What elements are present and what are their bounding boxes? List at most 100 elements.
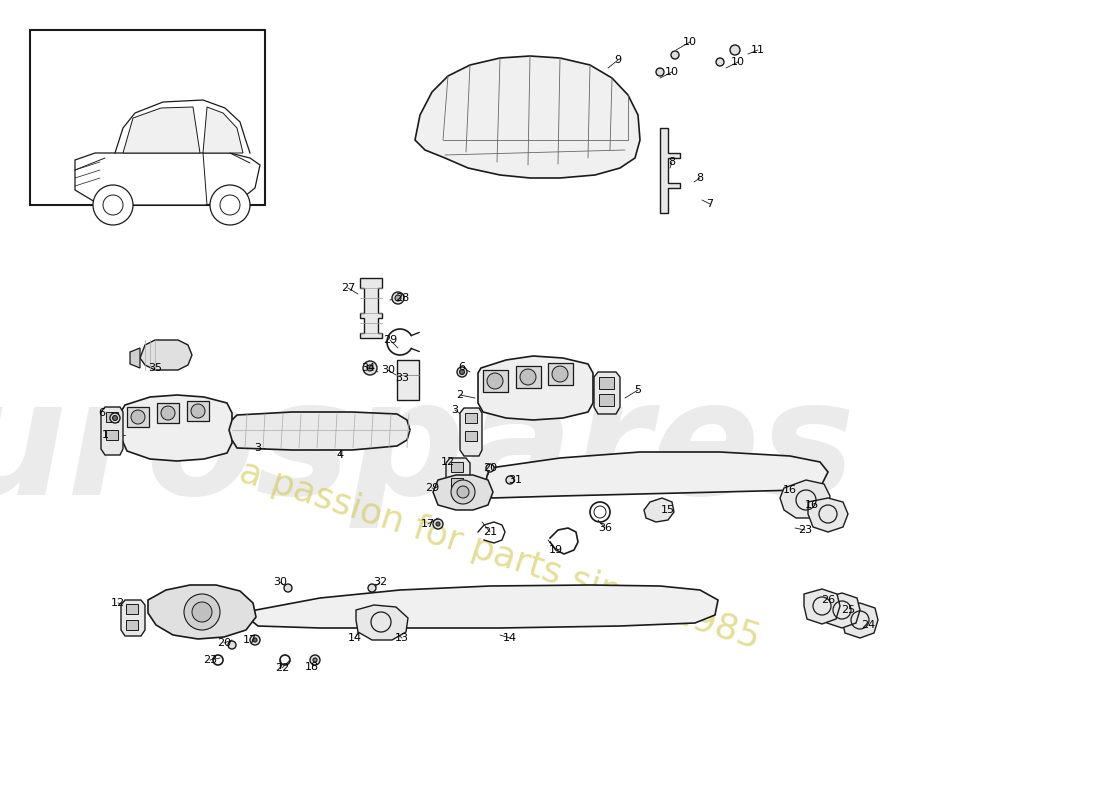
Polygon shape <box>804 589 840 624</box>
Circle shape <box>191 404 205 418</box>
Text: 10: 10 <box>666 67 679 77</box>
Polygon shape <box>360 278 382 338</box>
Polygon shape <box>485 452 828 498</box>
Bar <box>465 431 477 441</box>
Text: 2: 2 <box>456 390 463 400</box>
Text: 8: 8 <box>696 173 704 183</box>
Text: 29: 29 <box>383 335 397 345</box>
Circle shape <box>368 584 376 592</box>
Bar <box>126 407 148 427</box>
Polygon shape <box>433 475 493 510</box>
Circle shape <box>131 410 145 424</box>
Bar <box>126 620 138 630</box>
Text: 30: 30 <box>273 577 287 587</box>
Polygon shape <box>204 107 243 153</box>
Polygon shape <box>415 56 640 178</box>
Circle shape <box>520 369 536 385</box>
Text: 36: 36 <box>598 523 612 533</box>
Text: 34: 34 <box>361 363 375 373</box>
Bar <box>451 462 463 472</box>
Bar <box>187 401 209 421</box>
Circle shape <box>486 464 494 472</box>
Circle shape <box>487 373 503 389</box>
Polygon shape <box>122 395 232 461</box>
Bar <box>516 366 541 388</box>
Circle shape <box>284 584 292 592</box>
Circle shape <box>395 295 402 301</box>
Polygon shape <box>446 458 470 494</box>
Text: 18: 18 <box>305 662 319 672</box>
Text: 9: 9 <box>615 55 622 65</box>
Text: 15: 15 <box>661 505 675 515</box>
Text: 29: 29 <box>425 483 439 493</box>
Text: 10: 10 <box>683 37 697 47</box>
Polygon shape <box>824 593 860 628</box>
Polygon shape <box>594 372 620 414</box>
Text: 7: 7 <box>706 199 714 209</box>
Text: 22: 22 <box>275 663 289 673</box>
Circle shape <box>367 365 373 371</box>
Circle shape <box>220 195 240 215</box>
Circle shape <box>210 185 250 225</box>
Polygon shape <box>130 348 140 368</box>
Text: 13: 13 <box>395 633 409 643</box>
Circle shape <box>310 655 320 665</box>
Polygon shape <box>101 407 123 455</box>
Circle shape <box>184 594 220 630</box>
Bar <box>600 394 614 406</box>
Text: 6: 6 <box>459 362 465 372</box>
Text: 23: 23 <box>798 525 812 535</box>
Text: 17: 17 <box>421 519 436 529</box>
Polygon shape <box>460 408 482 456</box>
Text: 20: 20 <box>483 463 497 473</box>
Polygon shape <box>75 153 260 205</box>
Text: 14: 14 <box>348 633 362 643</box>
Bar <box>465 413 477 423</box>
Text: 12: 12 <box>441 457 455 467</box>
Text: 30: 30 <box>381 365 395 375</box>
Text: 10: 10 <box>732 57 745 67</box>
Text: 19: 19 <box>549 545 563 555</box>
Polygon shape <box>140 340 192 370</box>
Polygon shape <box>780 480 830 518</box>
Polygon shape <box>842 603 878 638</box>
Polygon shape <box>356 605 408 640</box>
Text: 21: 21 <box>483 527 497 537</box>
Polygon shape <box>660 128 680 213</box>
Bar <box>548 363 573 385</box>
Text: 33: 33 <box>395 373 409 383</box>
Circle shape <box>392 292 404 304</box>
Polygon shape <box>248 585 718 628</box>
Text: 24: 24 <box>861 620 876 630</box>
Text: 8: 8 <box>669 157 675 167</box>
Text: 25: 25 <box>840 605 855 615</box>
Circle shape <box>460 370 464 374</box>
Text: a passion for parts since 1985: a passion for parts since 1985 <box>235 454 764 655</box>
Bar <box>106 412 118 422</box>
Text: 3: 3 <box>451 405 459 415</box>
Circle shape <box>552 366 568 382</box>
Polygon shape <box>808 498 848 532</box>
Polygon shape <box>478 356 593 420</box>
Polygon shape <box>148 585 256 639</box>
Circle shape <box>110 413 120 423</box>
Circle shape <box>436 522 440 526</box>
Circle shape <box>112 415 118 421</box>
Circle shape <box>161 406 175 420</box>
Bar <box>126 604 138 614</box>
Text: 32: 32 <box>373 577 387 587</box>
Circle shape <box>314 658 317 662</box>
Text: 17: 17 <box>243 635 257 645</box>
Text: 23: 23 <box>202 655 217 665</box>
Text: eurospares: eurospares <box>0 373 855 527</box>
Circle shape <box>456 367 468 377</box>
Circle shape <box>433 519 443 529</box>
Bar <box>157 403 179 423</box>
Text: 12: 12 <box>111 598 125 608</box>
Text: 28: 28 <box>395 293 409 303</box>
Bar <box>397 360 419 400</box>
Text: 35: 35 <box>148 363 162 373</box>
Text: 11: 11 <box>751 45 764 55</box>
Polygon shape <box>121 600 145 636</box>
Polygon shape <box>123 107 200 153</box>
